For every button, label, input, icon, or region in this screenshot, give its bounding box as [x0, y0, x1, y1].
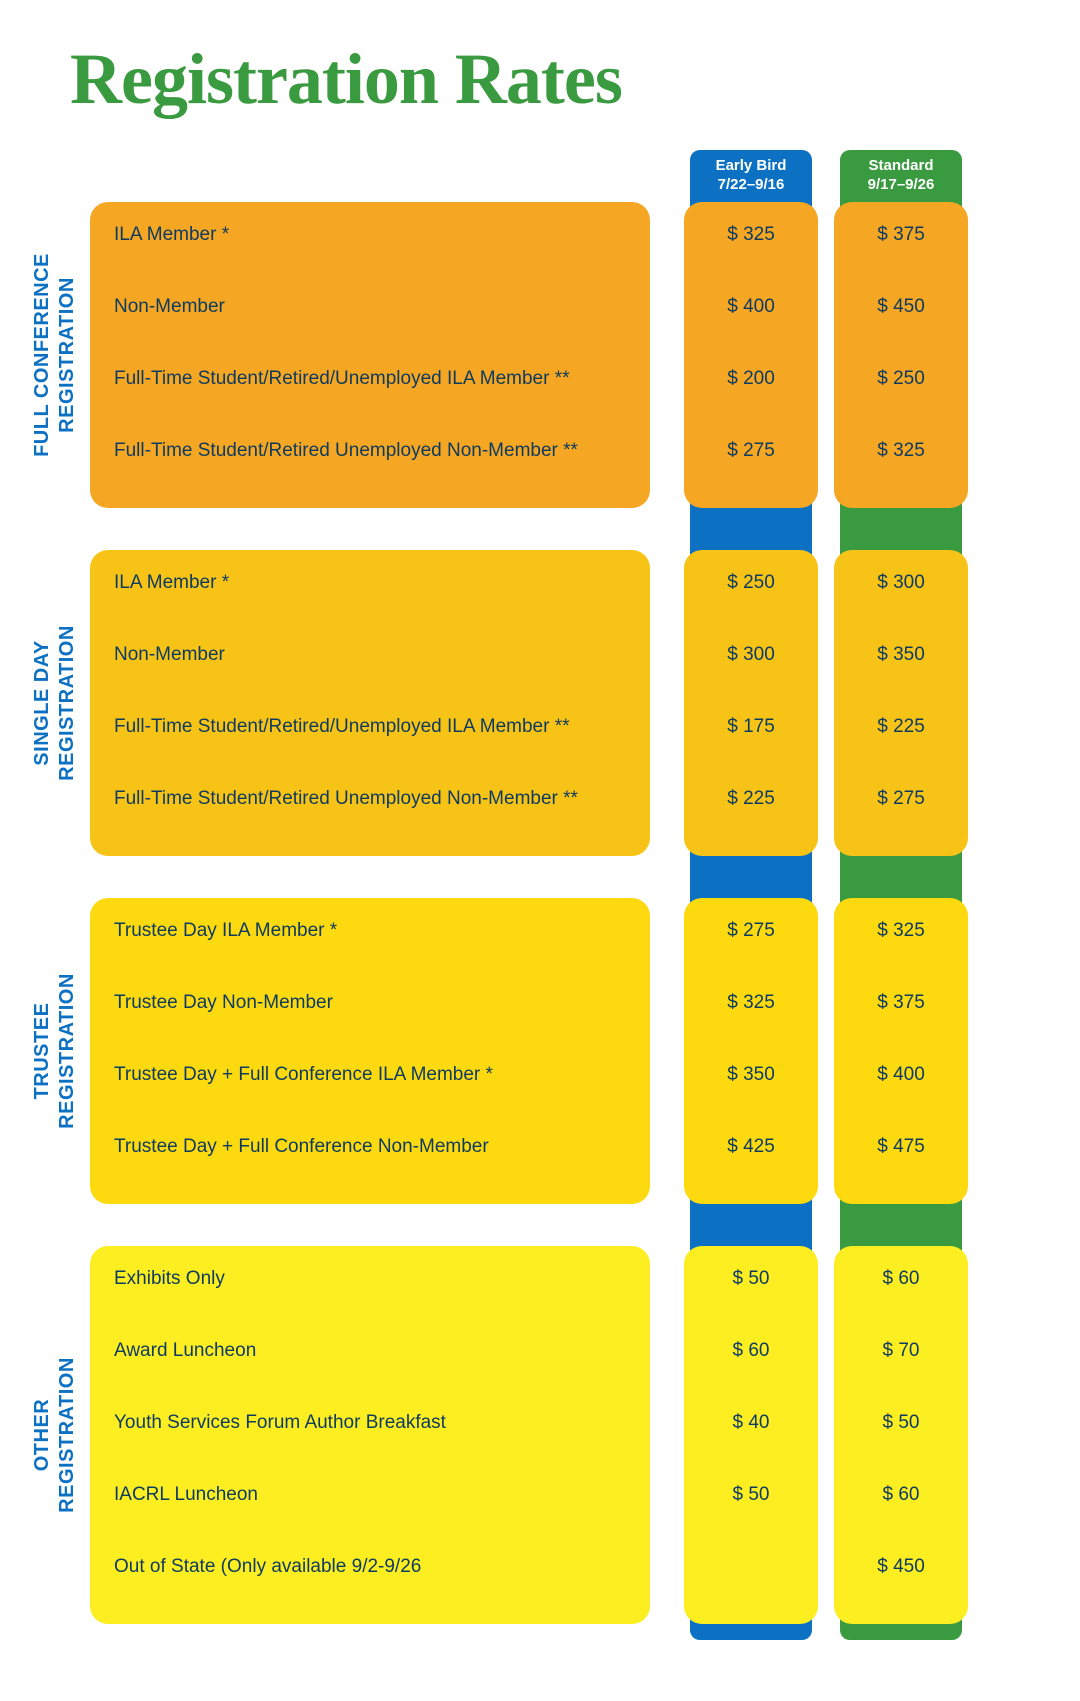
row-price-early: $ 325: [684, 992, 818, 1014]
row-desc: ILA Member *: [114, 224, 229, 246]
row-price-early: $ 40: [684, 1412, 818, 1434]
row-desc: Exhibits Only: [114, 1268, 225, 1290]
row-desc: ILA Member *: [114, 572, 229, 594]
row-price-early: $ 60: [684, 1340, 818, 1362]
column-header-early-line2: 7/22–9/16: [690, 176, 812, 195]
row-price-standard: $ 375: [834, 992, 968, 1014]
row-price-early: $ 325: [684, 224, 818, 246]
row-price-standard: $ 325: [834, 920, 968, 942]
row-price-standard: $ 225: [834, 716, 968, 738]
section-desc-panel: Trustee Day ILA Member * Trustee Day Non-…: [90, 898, 650, 1204]
row-price-early: $ 50: [684, 1484, 818, 1506]
section-price-panel-early: $ 275 $ 325 $ 350 $ 425: [684, 898, 818, 1204]
row-price-early: $ 200: [684, 368, 818, 390]
column-header-standard: Standard 9/17–9/26: [840, 150, 962, 202]
row-desc: Trustee Day + Full Conference Non-Member: [114, 1136, 489, 1158]
row-price-standard: $ 450: [834, 1556, 968, 1578]
row-price-standard: $ 250: [834, 368, 968, 390]
row-price-standard: $ 60: [834, 1484, 968, 1506]
row-desc: Trustee Day Non-Member: [114, 992, 333, 1014]
section-desc-panel: ILA Member * Non-Member Full-Time Student/…: [90, 550, 650, 856]
row-price-standard: $ 70: [834, 1340, 968, 1362]
section-price-panel-standard: $ 375 $ 450 $ 250 $ 325: [834, 202, 968, 508]
column-header-standard-line2: 9/17–9/26: [840, 176, 962, 195]
row-desc: Non-Member: [114, 644, 225, 666]
row-price-early: $ 50: [684, 1268, 818, 1290]
row-desc: Full-Time Student/Retired/Unemployed ILA…: [114, 716, 570, 738]
row-price-early: $ 350: [684, 1064, 818, 1086]
row-desc: Full-Time Student/Retired Unemployed Non…: [114, 440, 578, 462]
row-price-standard: $ 60: [834, 1268, 968, 1290]
row-price-early: $ 400: [684, 296, 818, 318]
row-price-standard: $ 325: [834, 440, 968, 462]
row-price-standard: $ 50: [834, 1412, 968, 1434]
page-title: Registration Rates: [70, 38, 622, 121]
row-price-early: $ 275: [684, 920, 818, 942]
row-desc: Youth Services Forum Author Breakfast: [114, 1412, 446, 1434]
column-header-early-line1: Early Bird: [690, 157, 812, 176]
row-price-standard: $ 275: [834, 788, 968, 810]
section-desc-panel: ILA Member * Non-Member Full-Time Student/…: [90, 202, 650, 508]
section-desc-panel: Exhibits Only Award Luncheon Youth Service…: [90, 1246, 650, 1624]
row-price-standard: $ 350: [834, 644, 968, 666]
row-desc: Out of State (Only available 9/2-9/26: [114, 1556, 421, 1578]
row-price-standard: $ 300: [834, 572, 968, 594]
row-desc: Trustee Day ILA Member *: [114, 920, 337, 942]
row-price-early: $ 250: [684, 572, 818, 594]
row-price-standard: $ 375: [834, 224, 968, 246]
section-price-panel-early: $ 325 $ 400 $ 200 $ 275: [684, 202, 818, 508]
row-price-early: $ 300: [684, 644, 818, 666]
row-desc: Non-Member: [114, 296, 225, 318]
column-header-early: Early Bird 7/22–9/16: [690, 150, 812, 202]
row-price-standard: $ 450: [834, 296, 968, 318]
row-desc: Full-Time Student/Retired/Unemployed ILA…: [114, 368, 570, 390]
row-price-early: $ 175: [684, 716, 818, 738]
column-header-standard-line1: Standard: [840, 157, 962, 176]
row-desc: IACRL Luncheon: [114, 1484, 258, 1506]
section-label: OTHER REGISTRATION: [30, 1246, 80, 1624]
section-price-panel-early: $ 250 $ 300 $ 175 $ 225: [684, 550, 818, 856]
row-desc: Award Luncheon: [114, 1340, 256, 1362]
row-price-early: $ 275: [684, 440, 818, 462]
row-price-standard: $ 400: [834, 1064, 968, 1086]
row-price-early: $ 425: [684, 1136, 818, 1158]
section-label: TRUSTEE REGISTRATION: [30, 898, 80, 1204]
section-label: FULL CONFERENCE REGISTRATION: [30, 202, 80, 508]
row-desc: Trustee Day + Full Conference ILA Member…: [114, 1064, 493, 1086]
row-desc: Full-Time Student/Retired Unemployed Non…: [114, 788, 578, 810]
section-price-panel-standard: $ 300 $ 350 $ 225 $ 275: [834, 550, 968, 856]
row-price-standard: $ 475: [834, 1136, 968, 1158]
section-price-panel-standard: $ 325 $ 375 $ 400 $ 475: [834, 898, 968, 1204]
section-price-panel-early: $ 50 $ 60 $ 40 $ 50: [684, 1246, 818, 1624]
row-price-early: $ 225: [684, 788, 818, 810]
section-label: SINGLE DAY REGISTRATION: [30, 550, 80, 856]
section-price-panel-standard: $ 60 $ 70 $ 50 $ 60 $ 450: [834, 1246, 968, 1624]
